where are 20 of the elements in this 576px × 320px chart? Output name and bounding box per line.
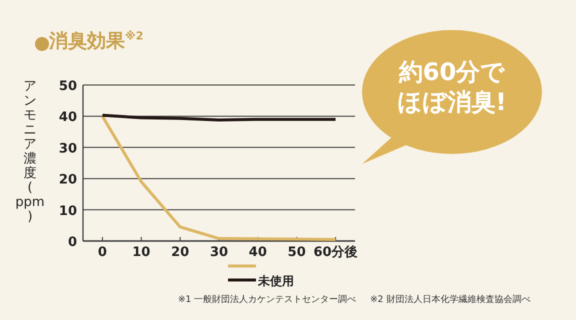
x-tick-label: 60分後 <box>314 244 358 260</box>
x-tick-label: 20 <box>171 245 190 260</box>
x-tick-label: 40 <box>248 245 267 260</box>
text: アンモニア濃度(ppm) <box>15 79 45 224</box>
y-tick-label: 40 <box>58 110 77 126</box>
legend-label: 未使用 <box>257 274 294 288</box>
text: 約60分でほぼ消臭! <box>398 58 506 116</box>
text: ※1 一般財団法人カケンテストセンター調べ <box>178 294 356 305</box>
y-tick-label: 10 <box>58 204 77 219</box>
line-series <box>100 114 338 241</box>
y-tick-label: 50 <box>58 79 77 94</box>
y-tick-label: 20 <box>58 172 77 188</box>
y-tick-label: 0 <box>68 235 77 250</box>
chart-title: 消臭効果$^{※2}$ <box>49 28 144 54</box>
x-tick-label: 30 <box>210 245 228 260</box>
x-tick-label: 0 <box>98 245 107 260</box>
x-tick-label: 10 <box>132 245 150 260</box>
x-tick-label: 50 <box>288 245 306 260</box>
text: ※2 財団法人日本化学繊維検査協会調べ <box>370 294 530 305</box>
y-tick-label: 30 <box>58 141 77 156</box>
